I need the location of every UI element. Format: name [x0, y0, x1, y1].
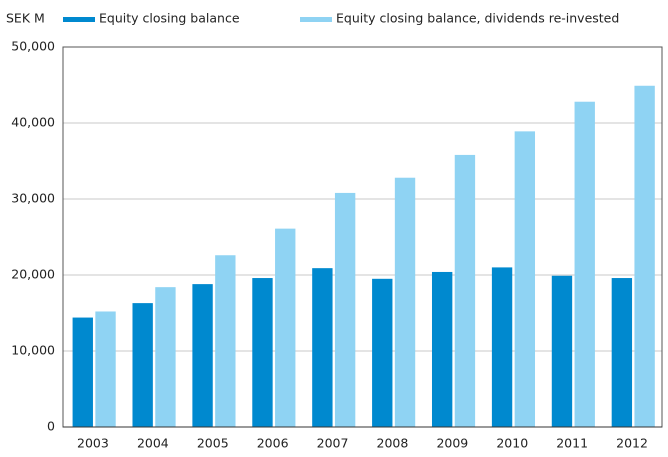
bar	[72, 317, 93, 427]
legend-swatch	[300, 17, 332, 22]
bar	[574, 101, 595, 427]
y-axis-label: SEK M	[6, 11, 45, 26]
bar	[155, 287, 176, 427]
y-tick-label: 50,000	[11, 39, 55, 54]
bar	[551, 275, 573, 427]
bar	[394, 177, 416, 427]
legend-swatch	[63, 17, 95, 22]
x-tick-label: 2009	[436, 436, 468, 451]
x-tick-label: 2008	[377, 436, 409, 451]
x-tick-label: 2007	[317, 436, 349, 451]
bar	[454, 154, 476, 428]
bar	[95, 311, 116, 427]
bar	[275, 228, 296, 427]
bar	[334, 192, 356, 427]
x-tick-label: 2006	[257, 436, 289, 451]
x-tick-label: 2004	[137, 436, 169, 451]
x-tick-label: 2003	[77, 436, 109, 451]
x-tick-label: 2005	[197, 436, 229, 451]
x-tick-label: 2012	[616, 436, 648, 451]
bar	[634, 85, 655, 427]
legend-label: Equity closing balance	[99, 11, 240, 26]
bar	[132, 303, 153, 427]
bar	[431, 271, 453, 427]
bar	[215, 255, 236, 427]
bar	[252, 278, 273, 427]
bar	[514, 131, 536, 428]
y-tick-label: 30,000	[11, 191, 55, 206]
y-tick-label: 10,000	[11, 343, 55, 358]
bar	[372, 278, 393, 427]
bar	[491, 267, 513, 427]
bar	[192, 284, 213, 427]
x-tick-label: 2011	[556, 436, 588, 451]
bar	[611, 278, 633, 427]
bar	[312, 268, 333, 427]
x-tick-label: 2010	[496, 436, 528, 451]
y-tick-label: 40,000	[11, 115, 55, 130]
legend-label: Equity closing balance, dividends re-inv…	[336, 11, 619, 26]
y-tick-label: 20,000	[11, 267, 55, 282]
y-tick-label: 0	[47, 419, 55, 434]
